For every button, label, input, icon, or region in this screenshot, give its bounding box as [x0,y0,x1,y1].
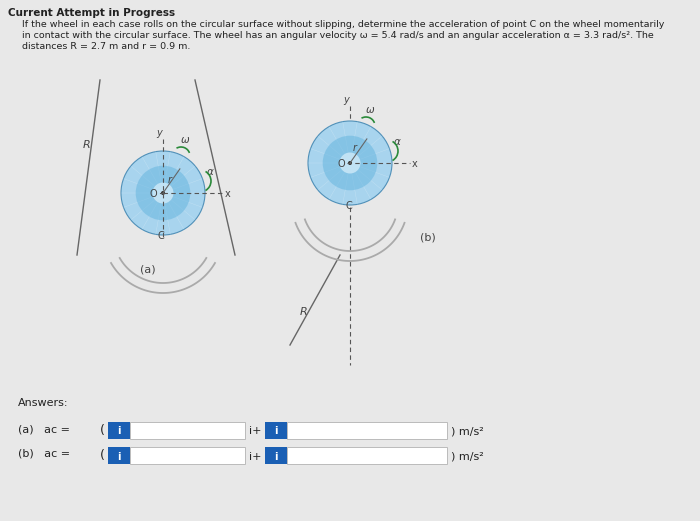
Text: ) m/s²: ) m/s² [451,427,484,437]
Text: ω: ω [181,135,190,145]
Text: (: ( [100,449,105,462]
Text: ) m/s²: ) m/s² [451,452,484,462]
Text: O: O [337,159,344,169]
Bar [265,447,287,464]
Text: (b)   ac =: (b) ac = [18,449,70,459]
Circle shape [121,151,205,235]
Text: R: R [300,307,308,317]
Bar [130,447,245,464]
Text: (: ( [100,424,105,437]
Text: α: α [394,137,401,147]
Text: distances R = 2.7 m and r = 0.9 m.: distances R = 2.7 m and r = 0.9 m. [22,42,190,51]
Text: r: r [168,175,172,185]
Text: C: C [158,231,164,241]
Circle shape [340,153,360,173]
Text: α: α [207,167,214,177]
Text: in contact with the circular surface. The wheel has an angular velocity ω = 5.4 : in contact with the circular surface. Th… [22,31,654,40]
Text: y: y [343,95,349,105]
Text: ω: ω [366,105,375,115]
Bar [130,422,245,439]
Circle shape [161,191,165,195]
Text: i: i [274,427,278,437]
Text: i+: i+ [249,427,262,437]
Text: r: r [353,143,357,153]
Text: If the wheel in each case rolls on the circular surface without slipping, determ: If the wheel in each case rolls on the c… [22,20,664,29]
Text: x: x [225,189,231,199]
Text: y: y [156,128,162,138]
Text: i: i [118,452,120,462]
Text: (a)   ac =: (a) ac = [18,424,70,434]
Text: R: R [83,140,91,150]
Text: C: C [345,201,351,211]
Text: O: O [150,189,158,199]
Text: i: i [274,452,278,462]
Bar [108,447,130,464]
Bar [108,422,130,439]
Circle shape [323,135,377,190]
Circle shape [153,182,174,204]
Text: i+: i+ [249,452,262,462]
Bar [265,422,287,439]
Bar [287,422,447,439]
Circle shape [136,166,190,220]
Text: Current Attempt in Progress: Current Attempt in Progress [8,8,175,18]
Text: Answers:: Answers: [18,398,69,408]
Circle shape [308,121,392,205]
Text: (b): (b) [420,232,435,242]
Text: (a): (a) [140,264,156,274]
Text: i: i [118,427,120,437]
Text: x: x [412,159,418,169]
Bar [287,447,447,464]
Circle shape [348,161,352,165]
